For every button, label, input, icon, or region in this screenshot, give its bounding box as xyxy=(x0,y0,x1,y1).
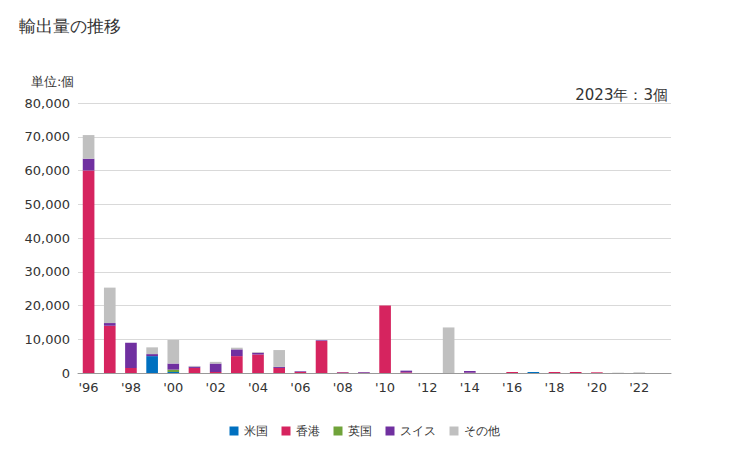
svg-text:'12: '12 xyxy=(417,380,437,395)
svg-text:香港: 香港 xyxy=(296,424,320,438)
svg-text:英国: 英国 xyxy=(348,424,372,438)
svg-text:50,000: 50,000 xyxy=(25,197,71,212)
svg-text:70,000: 70,000 xyxy=(25,129,71,144)
svg-text:'96: '96 xyxy=(79,380,99,395)
svg-text:80,000: 80,000 xyxy=(25,96,71,111)
svg-text:'20: '20 xyxy=(587,380,607,395)
svg-text:40,000: 40,000 xyxy=(25,231,71,246)
svg-text:単位:個: 単位:個 xyxy=(31,74,74,89)
svg-text:'00: '00 xyxy=(163,380,183,395)
svg-text:'04: '04 xyxy=(248,380,268,395)
svg-text:'14: '14 xyxy=(460,380,480,395)
svg-text:'18: '18 xyxy=(544,380,564,395)
svg-text:米国: 米国 xyxy=(244,424,268,438)
svg-text:スイス: スイス xyxy=(400,424,436,438)
svg-text:輸出量の推移: 輸出量の推移 xyxy=(19,16,121,36)
svg-text:60,000: 60,000 xyxy=(25,163,71,178)
svg-text:'16: '16 xyxy=(502,380,522,395)
svg-text:'10: '10 xyxy=(375,380,395,395)
svg-text:10,000: 10,000 xyxy=(25,332,71,347)
svg-text:2023年：3個: 2023年：3個 xyxy=(575,86,668,104)
svg-text:'02: '02 xyxy=(206,380,226,395)
svg-text:30,000: 30,000 xyxy=(25,264,71,279)
svg-text:'06: '06 xyxy=(290,380,310,395)
svg-text:'22: '22 xyxy=(629,380,649,395)
svg-text:その他: その他 xyxy=(464,424,500,438)
svg-text:20,000: 20,000 xyxy=(25,298,71,313)
svg-text:0: 0 xyxy=(62,366,70,381)
svg-text:'08: '08 xyxy=(333,380,353,395)
svg-text:'98: '98 xyxy=(121,380,141,395)
